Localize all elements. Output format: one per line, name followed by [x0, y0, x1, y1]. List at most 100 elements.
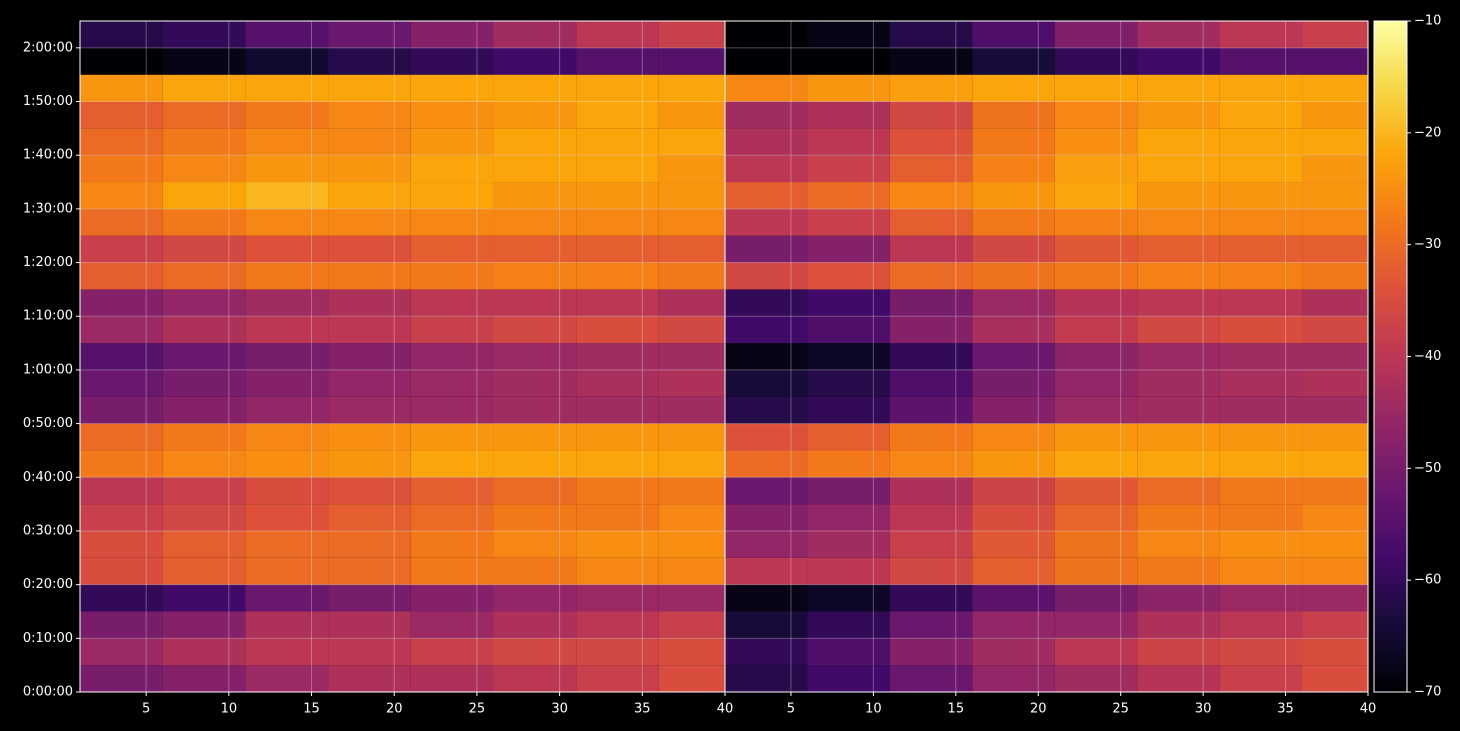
- heat-cell: [162, 369, 246, 397]
- heat-cell: [1302, 47, 1368, 75]
- heat-cell: [162, 316, 246, 344]
- heat-cell: [972, 235, 1055, 263]
- heat-cell: [162, 477, 246, 505]
- heat-cell: [493, 450, 577, 478]
- heat-cell: [1219, 262, 1303, 290]
- heat-cell: [410, 101, 494, 129]
- heat-cell: [1054, 47, 1138, 75]
- heat-cell: [725, 638, 808, 666]
- heat-cell: [493, 638, 577, 666]
- heat-cell: [1219, 21, 1303, 48]
- heat-cell: [245, 557, 329, 585]
- heat-cell: [1302, 289, 1368, 317]
- y-tick-label: 0:00:00: [23, 685, 73, 700]
- heat-cell: [410, 21, 494, 48]
- heat-cell: [1302, 235, 1368, 263]
- heat-cell: [725, 343, 808, 370]
- heat-cell: [328, 74, 411, 102]
- heat-cell: [658, 343, 725, 370]
- heat-cell: [889, 584, 973, 612]
- y-tick-label: 0:50:00: [23, 416, 73, 431]
- y-tick-label: 1:20:00: [23, 255, 73, 270]
- heat-cell: [410, 343, 494, 370]
- heat-cell: [1137, 477, 1220, 505]
- heat-cell: [162, 504, 246, 531]
- y-tick-label: 1:00:00: [23, 362, 73, 377]
- heat-cell: [1302, 611, 1368, 639]
- heat-cell: [410, 182, 494, 209]
- heat-cell: [493, 316, 577, 344]
- heat-cell: [1137, 450, 1220, 478]
- heat-cell: [658, 530, 725, 558]
- heat-cell: [1219, 530, 1303, 558]
- heat-cell: [328, 584, 411, 612]
- heat-cell: [1054, 343, 1138, 370]
- heat-cell: [1302, 262, 1368, 290]
- heat-cell: [889, 101, 973, 129]
- heat-cell: [807, 208, 890, 236]
- heat-cell: [80, 557, 163, 585]
- heat-cell: [1302, 638, 1368, 666]
- heat-cell: [493, 611, 577, 639]
- heat-cell: [80, 74, 163, 102]
- heat-cell: [493, 504, 577, 531]
- heat-cell: [1054, 557, 1138, 585]
- heat-cell: [410, 611, 494, 639]
- heat-cell: [328, 155, 411, 183]
- heat-cell: [1054, 101, 1138, 129]
- heat-cell: [80, 477, 163, 505]
- heat-cell: [807, 235, 890, 263]
- heat-cell: [1219, 504, 1303, 531]
- heat-cell: [658, 369, 725, 397]
- heat-cell: [889, 504, 973, 531]
- heat-cell: [1137, 262, 1220, 290]
- heat-cell: [576, 208, 659, 236]
- heat-cell: [972, 530, 1055, 558]
- heat-cell: [162, 638, 246, 666]
- heat-cell: [1054, 665, 1138, 692]
- heat-cell: [1302, 182, 1368, 209]
- heat-cell: [1137, 611, 1220, 639]
- heat-cell: [80, 208, 163, 236]
- heat-cell: [1137, 155, 1220, 183]
- heat-cell: [1054, 530, 1138, 558]
- heat-cell: [658, 128, 725, 156]
- heat-cell: [1302, 477, 1368, 505]
- heat-cell: [328, 289, 411, 317]
- heat-cell: [889, 638, 973, 666]
- heat-cell: [576, 557, 659, 585]
- heat-cell: [1302, 155, 1368, 183]
- heat-cell: [1054, 423, 1138, 451]
- heat-cell: [1054, 369, 1138, 397]
- heat-cell: [807, 665, 890, 692]
- heat-cell: [1137, 208, 1220, 236]
- heat-cell: [80, 316, 163, 344]
- heat-cell: [972, 477, 1055, 505]
- heat-cell: [162, 611, 246, 639]
- heat-cell: [972, 584, 1055, 612]
- heat-cell: [725, 504, 808, 531]
- heat-cell: [328, 316, 411, 344]
- heat-cell: [162, 396, 246, 424]
- heat-cell: [972, 316, 1055, 344]
- heat-cell: [889, 47, 973, 75]
- heat-cell: [162, 235, 246, 263]
- heat-cell: [1054, 638, 1138, 666]
- heat-cell: [658, 262, 725, 290]
- heat-cell: [410, 557, 494, 585]
- heat-cell: [658, 101, 725, 129]
- heat-cell: [245, 477, 329, 505]
- heat-cell: [1302, 316, 1368, 344]
- heat-cell: [658, 423, 725, 451]
- x-tick-label: 5: [142, 702, 150, 717]
- heat-cell: [889, 450, 973, 478]
- y-tick-label: 1:30:00: [23, 201, 73, 216]
- heat-cell: [972, 369, 1055, 397]
- heat-cell: [576, 530, 659, 558]
- heat-cell: [245, 208, 329, 236]
- heat-cell: [889, 557, 973, 585]
- heat-cell: [328, 530, 411, 558]
- heat-cell: [725, 611, 808, 639]
- heat-cell: [658, 47, 725, 75]
- heat-cell: [1302, 208, 1368, 236]
